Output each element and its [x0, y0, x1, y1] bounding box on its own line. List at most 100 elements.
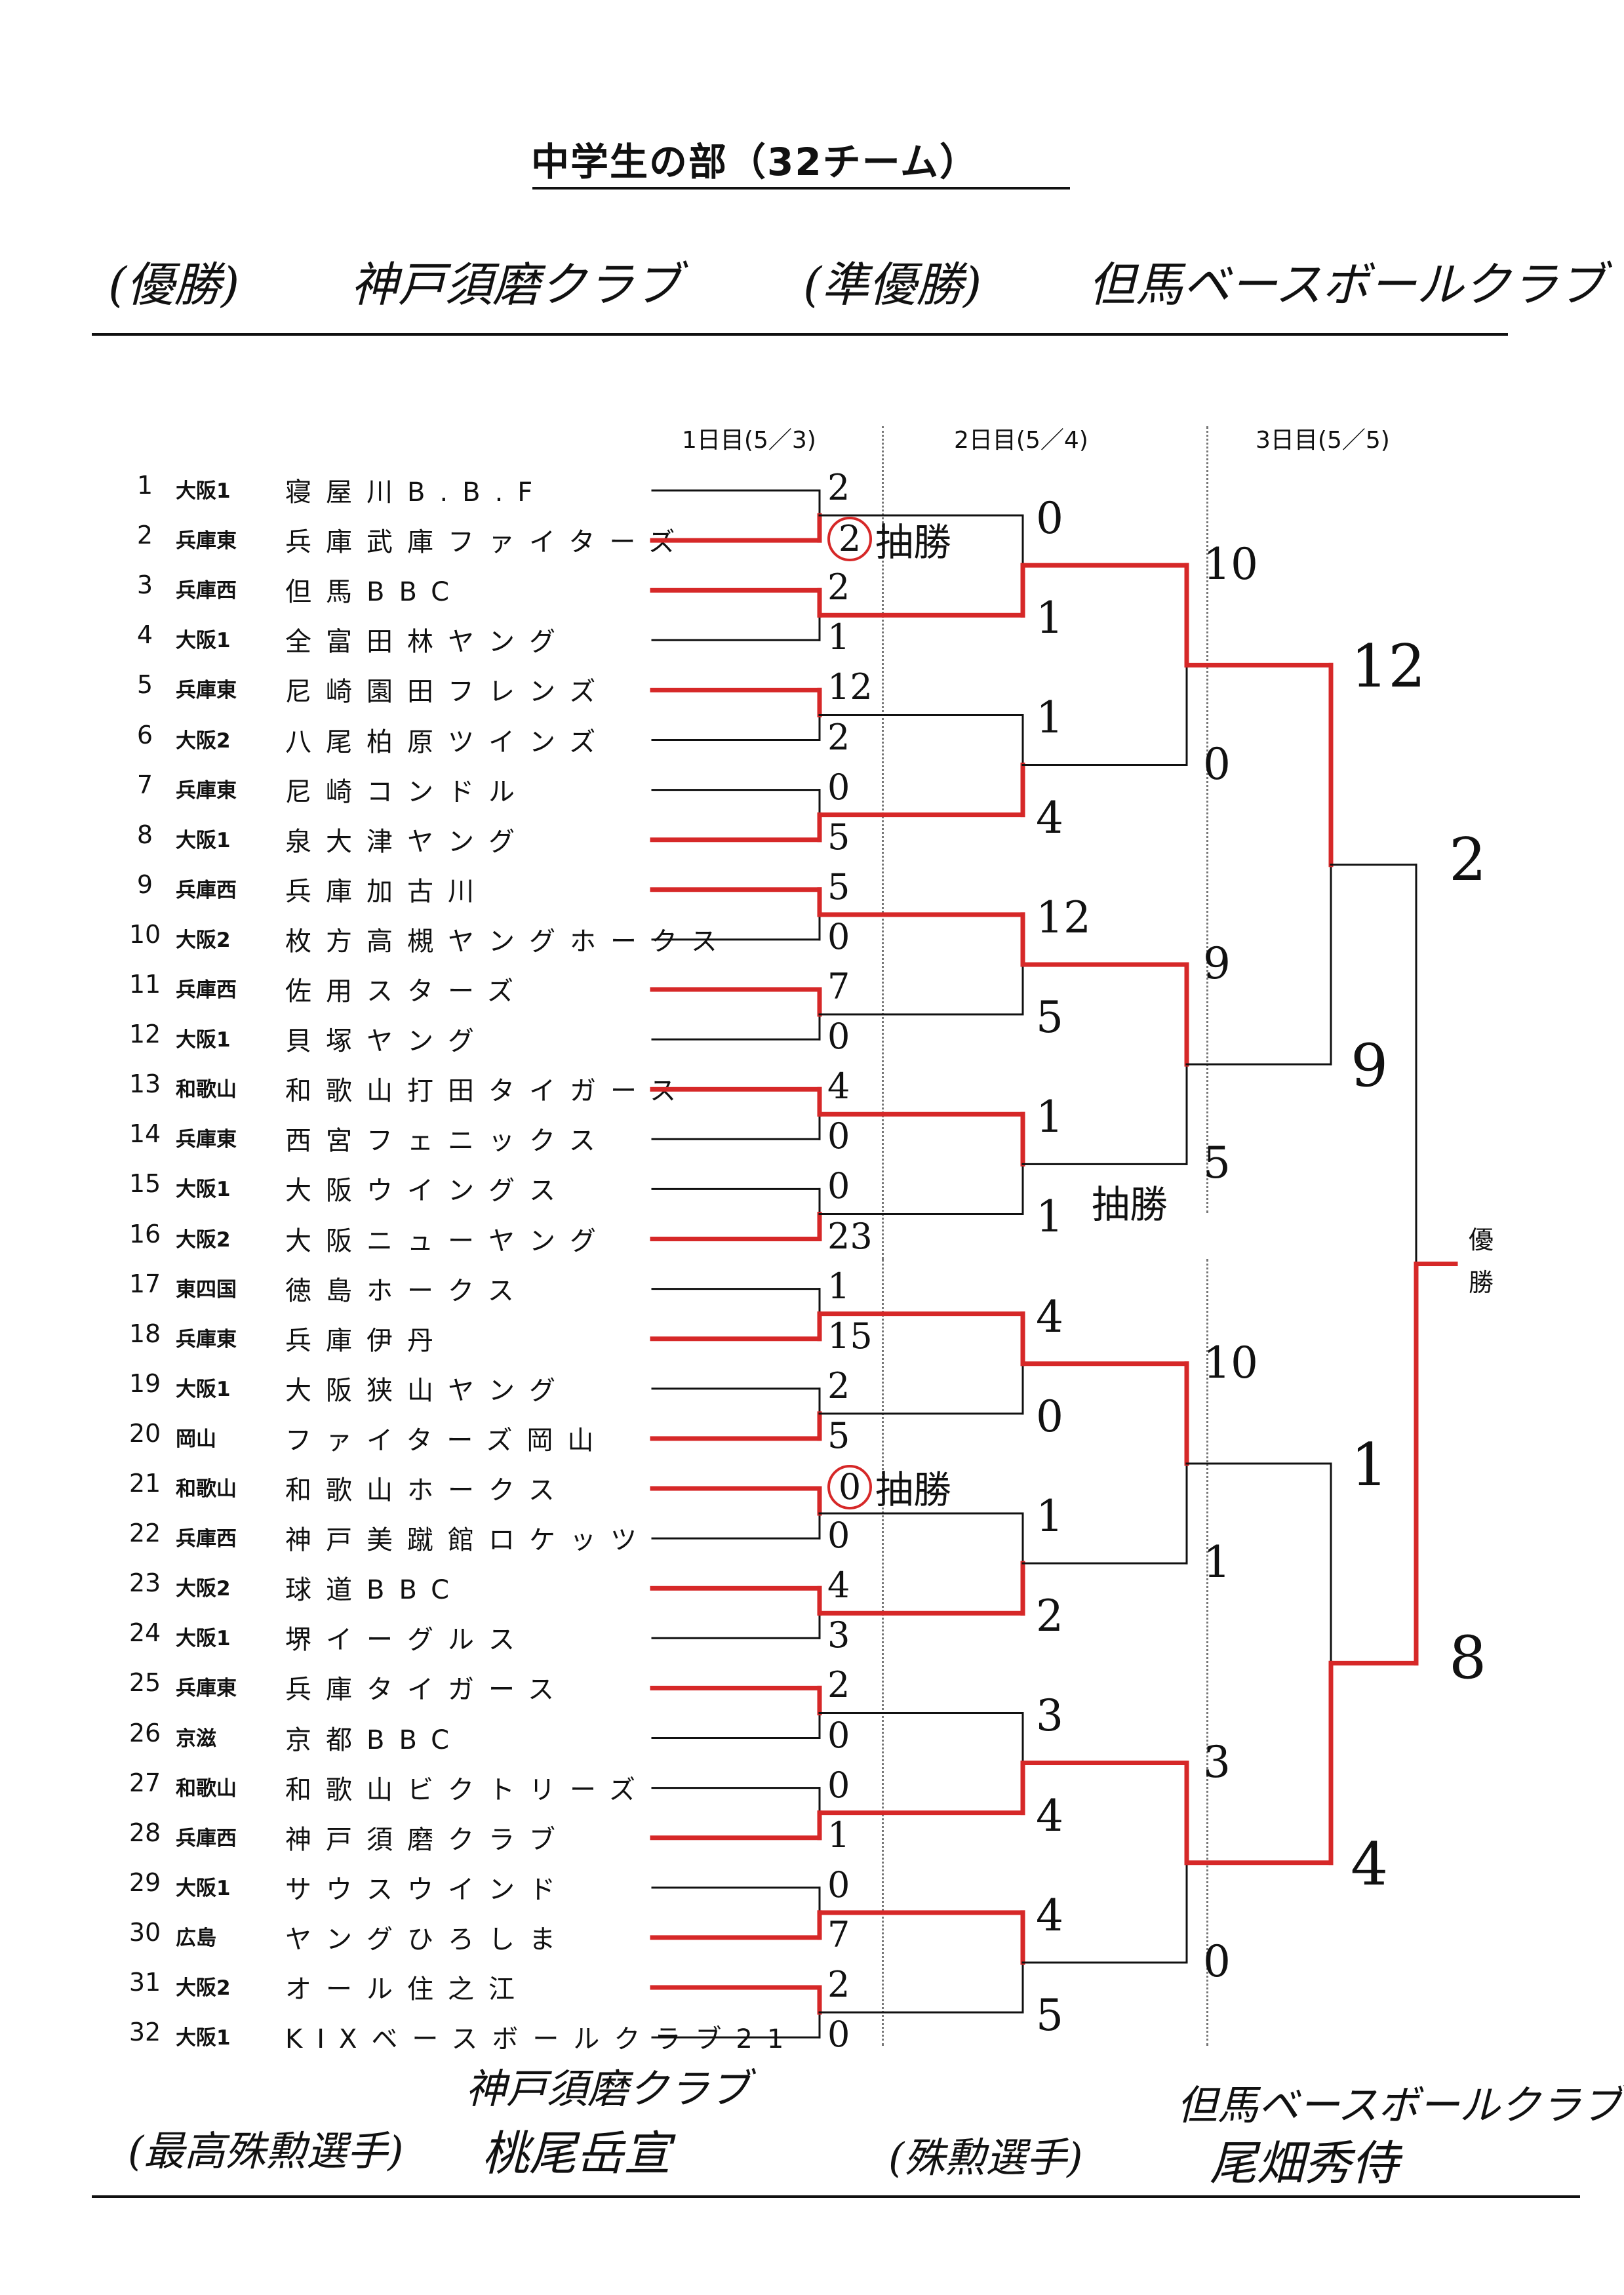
team-name: 佐用スターズ	[285, 976, 528, 1007]
team-region: 東四国	[176, 1277, 237, 1302]
r3-score: 9	[1203, 938, 1231, 989]
lottery-circle-icon: 2	[827, 517, 872, 562]
team-name: 泉大津ヤング	[285, 826, 529, 857]
r2-score: 4	[1036, 1890, 1063, 1941]
team-region: 兵庫東	[176, 778, 237, 803]
team-number: 20	[129, 1418, 161, 1448]
r1-score: 1	[827, 1265, 850, 1307]
team-name: 大阪狭山ヤング	[285, 1375, 570, 1406]
team-name: 枚方高槻ヤングホークス	[285, 926, 732, 957]
team-number: 4	[136, 620, 153, 650]
team-name: 大阪ニューヤング	[285, 1226, 610, 1256]
r2-score: 1	[1036, 1491, 1063, 1542]
team-region: 兵庫西	[176, 1527, 237, 1551]
r1-score: 7	[827, 1913, 850, 1955]
team-number: 24	[129, 1618, 161, 1648]
team-region: 京滋	[176, 1726, 216, 1751]
team-name: 神戸須磨クラブ	[285, 1824, 570, 1855]
team-region: 大阪2	[176, 928, 231, 952]
team-number: 18	[129, 1319, 161, 1348]
r3-score: 1	[1203, 1537, 1231, 1588]
team-region: 広島	[176, 1926, 216, 1950]
winner-team: 神戸須磨クラブ	[351, 257, 682, 312]
r1-score: 0	[827, 1016, 850, 1058]
champion-char-2: 勝	[1469, 1268, 1494, 1297]
team-number: 5	[136, 670, 153, 700]
team-name: 京都BBC	[285, 1725, 464, 1755]
team-region: 和歌山	[176, 1776, 237, 1801]
team-name: サウスウインド	[285, 1874, 570, 1905]
r2-score: 5	[1036, 1990, 1063, 2041]
team-name: 和歌山ホークス	[285, 1475, 569, 1506]
champion-char-1: 優	[1469, 1226, 1494, 1254]
r1-score: 0	[827, 2014, 850, 2056]
r1-score: 23	[827, 1215, 873, 1257]
r2-score: 4	[1036, 792, 1063, 843]
r1-score: 0	[827, 915, 850, 957]
title-underline	[532, 187, 1070, 190]
r1-score: 5	[827, 1414, 850, 1456]
team-number: 3	[136, 570, 153, 600]
team-region: 兵庫西	[176, 878, 237, 902]
team-name: 尼崎コンドル	[285, 776, 529, 807]
r1-score: 0	[827, 1864, 850, 1906]
team-number: 29	[129, 1867, 161, 1897]
r1-score: 2	[827, 1664, 850, 1706]
r1-score: 0	[827, 766, 850, 808]
final-score: 2	[1449, 825, 1487, 894]
team-number: 17	[129, 1269, 161, 1298]
r2-score: 4	[1036, 1790, 1063, 1841]
team-region: 大阪1	[176, 1627, 231, 1651]
team-number: 25	[129, 1668, 161, 1698]
team-region: 大阪1	[176, 828, 231, 852]
team-region: 大阪1	[176, 479, 231, 503]
final-score: 8	[1449, 1624, 1487, 1693]
footer-rule	[92, 2195, 1580, 2198]
day-divider-2	[1206, 426, 1208, 1213]
team-name: 兵庫伊丹	[285, 1325, 448, 1356]
team-region: 大阪1	[176, 1377, 231, 1401]
r1-score: 4	[827, 1565, 850, 1606]
team-number: 23	[129, 1568, 161, 1598]
day-divider-2b	[1206, 1259, 1208, 2046]
r1-score: 2	[827, 1365, 850, 1407]
team-name: 神戸美蹴館ロケッツ	[285, 1525, 651, 1556]
r1-score: 0	[827, 1764, 850, 1806]
team-name: 兵庫加古川	[285, 876, 488, 907]
r1-score: 2	[827, 467, 850, 508]
r2-score: 1	[1036, 593, 1063, 644]
lottery-note-3: 抽勝	[875, 1467, 952, 1512]
lottery-note-2: 抽勝	[1092, 1182, 1168, 1227]
team-number: 6	[136, 720, 153, 749]
team-region: 大阪1	[176, 2026, 231, 2050]
r4-score: 12	[1351, 632, 1426, 702]
r1-score: 0	[827, 1165, 850, 1207]
r3-score: 5	[1203, 1138, 1231, 1189]
team-region: 大阪2	[176, 1976, 231, 2000]
r1-score: 4	[827, 1066, 850, 1108]
team-number: 22	[129, 1519, 161, 1548]
team-number: 30	[129, 1917, 161, 1947]
day-divider-1	[882, 426, 884, 1259]
r2-score: 1	[1036, 692, 1063, 744]
lottery-note-1: 抽勝	[875, 520, 952, 565]
team-region: 兵庫東	[176, 529, 237, 553]
team-region: 大阪1	[176, 629, 231, 653]
team-region: 兵庫東	[176, 679, 237, 703]
winner-label: (優勝)	[108, 257, 240, 312]
r1-score: 0	[827, 1115, 850, 1157]
mvp-team: 神戸須磨クラブ	[465, 2065, 751, 2113]
team-number: 28	[129, 1818, 161, 1847]
day-divider-1b	[882, 1259, 884, 2046]
team-region: 大阪1	[176, 1028, 231, 1052]
team-number: 15	[129, 1169, 161, 1199]
team-number: 7	[136, 770, 153, 799]
team-number: 14	[129, 1119, 161, 1149]
runner-up-team: 但馬ベースボールクラブ	[1088, 257, 1606, 312]
team-region: 和歌山	[176, 1477, 237, 1501]
team-number: 21	[129, 1469, 161, 1498]
team-region: 岡山	[176, 1427, 216, 1451]
team-name: KIXベースボールクラブ21	[285, 2024, 799, 2055]
